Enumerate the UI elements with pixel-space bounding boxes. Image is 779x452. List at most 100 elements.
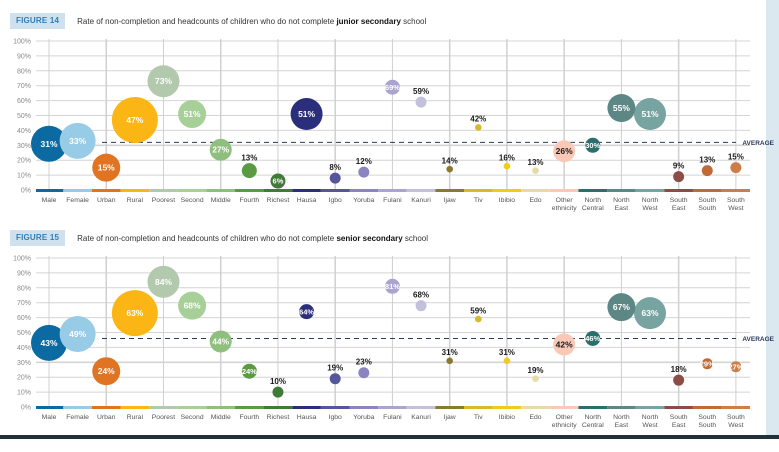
baseline-segment	[721, 406, 750, 409]
data-label: 51%	[184, 109, 201, 119]
data-label: 15%	[728, 153, 744, 162]
baseline-segment	[206, 189, 236, 192]
baseline-segment	[177, 406, 207, 409]
data-label: 24%	[98, 366, 115, 376]
bubble-middle	[209, 138, 232, 161]
baseline-segment	[36, 189, 64, 192]
y-tick-label: 80%	[17, 285, 31, 292]
bubble-hausa	[299, 304, 315, 320]
y-tick-label: 80%	[17, 68, 31, 75]
baseline-segment	[406, 189, 436, 192]
data-label: 16%	[499, 153, 515, 162]
x-tick-label: Rural	[127, 197, 144, 204]
bubble-fourth	[241, 363, 257, 379]
x-tick-label: Yoruba	[353, 197, 375, 204]
data-label: 47%	[126, 115, 143, 125]
x-tick-label: Second	[181, 414, 204, 421]
x-tick-label: Igbo	[329, 197, 342, 204]
x-tick-label: North	[584, 414, 601, 421]
bubble-ibibio	[503, 357, 511, 365]
baseline-segment	[549, 189, 579, 192]
bubble-poorest	[147, 65, 180, 98]
bubble-ijaw	[446, 165, 453, 173]
bubble-igbo	[329, 172, 341, 184]
data-label: 10%	[270, 377, 286, 386]
baseline-segment	[120, 189, 150, 192]
baseline-segment	[578, 189, 608, 192]
bubble-urban	[92, 153, 121, 182]
bubble-hausa	[290, 98, 323, 131]
x-tick-label: North	[613, 197, 630, 204]
data-label: 13%	[528, 158, 544, 167]
data-label: 84%	[155, 277, 172, 287]
x-tick-label: Fulani	[383, 414, 402, 421]
x-tick-label: West	[728, 205, 743, 212]
x-tick-label: North	[584, 197, 601, 204]
data-label: 59%	[470, 306, 486, 315]
figure-14-chart: 0% 10% 20% 30% 40% 50% 60% 70% 80% 90% 100% AVERAGE…	[13, 39, 775, 213]
x-tick-label: Edo	[529, 197, 541, 204]
x-tick-label: Female	[66, 414, 89, 421]
baseline-segment	[664, 189, 693, 192]
x-tick-label: East	[672, 422, 686, 429]
data-label: 26%	[556, 146, 573, 156]
y-tick-label: 0%	[21, 188, 31, 195]
baseline-segment	[91, 189, 121, 192]
x-tick-label: Other	[556, 414, 574, 421]
y-tick-label: 50%	[17, 113, 31, 120]
baseline-segment	[120, 406, 150, 409]
data-label: 59%	[413, 87, 429, 96]
figure-15-tag: FIGURE 15	[10, 230, 66, 246]
data-label: 68%	[184, 301, 201, 311]
data-label: 49%	[69, 329, 86, 339]
bubble-other-ethnicity	[553, 140, 576, 163]
y-tick-label: 60%	[17, 315, 31, 322]
x-tick-label: Ibibio	[499, 197, 515, 204]
x-tick-label: North	[642, 414, 659, 421]
y-tick-label: 50%	[17, 330, 31, 337]
baseline-segment	[378, 189, 407, 192]
bubble-igbo	[329, 373, 341, 385]
data-label: 69%	[385, 83, 400, 92]
baseline-segment	[263, 189, 293, 192]
x-tick-label: Middle	[211, 197, 231, 204]
x-tick-label: West	[728, 422, 743, 429]
average-label: AVERAGE	[742, 336, 774, 343]
bubble-middle	[209, 330, 232, 353]
bubble-ijaw	[446, 357, 453, 365]
bubble-south-west	[730, 361, 742, 373]
baseline-segment	[149, 189, 178, 192]
figure-14-title-suffix: school	[400, 16, 427, 26]
data-label: 31%	[40, 139, 57, 149]
data-label: 13%	[241, 154, 257, 163]
data-label: 81%	[385, 282, 400, 291]
baseline-segment	[721, 189, 750, 192]
bubble-south-south	[701, 165, 713, 177]
bubble-tiv	[475, 124, 482, 131]
bubble-other-ethnicity	[553, 333, 576, 356]
y-tick-label: 20%	[17, 375, 31, 382]
figure-15-title: Rate of non-completion and headcounts of…	[77, 234, 428, 243]
data-label: 27%	[728, 362, 743, 371]
data-label: 31%	[499, 348, 515, 357]
bubble-fulani	[384, 278, 400, 294]
baseline-segment	[235, 406, 264, 409]
baseline-segment	[664, 406, 693, 409]
baseline-segment	[463, 406, 493, 409]
bubble-yoruba	[358, 166, 370, 178]
bubble-south-east	[673, 374, 685, 386]
baseline-segment	[635, 406, 665, 409]
y-tick-label: 10%	[17, 173, 31, 180]
baseline-segment	[36, 406, 64, 409]
data-label: 23%	[356, 358, 372, 367]
data-label: 13%	[699, 156, 715, 165]
baseline-segment	[492, 406, 522, 409]
x-tick-label: Edo	[529, 414, 541, 421]
figure-14-tag: FIGURE 14	[10, 13, 66, 29]
x-tick-label: Female	[66, 197, 89, 204]
x-tick-label: Urban	[97, 197, 116, 204]
bubble-north-east	[607, 94, 636, 123]
data-label: 46%	[585, 334, 600, 343]
x-tick-label: South	[698, 414, 716, 421]
x-tick-label: South	[698, 205, 716, 212]
